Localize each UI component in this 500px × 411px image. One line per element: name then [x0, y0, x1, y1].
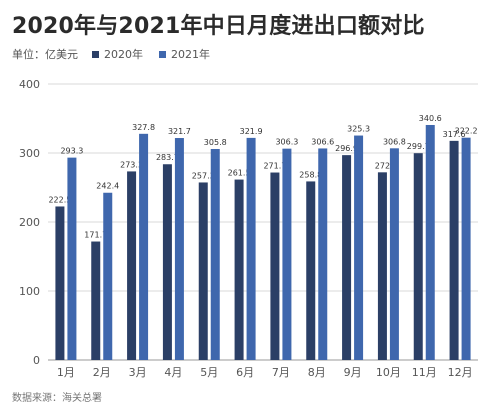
x-tick-label: 11月 [412, 366, 437, 379]
legend-swatch-2021 [159, 50, 166, 58]
bar-2020 [377, 172, 387, 360]
data-label: 171.7 [84, 231, 107, 240]
data-label: 306.6 [311, 137, 334, 146]
data-label: 306.8 [383, 137, 406, 146]
y-tick-label: 200 [19, 216, 40, 229]
bar-2020 [449, 140, 459, 360]
data-label: 272 [375, 161, 390, 170]
bar-2021 [282, 148, 292, 360]
bar-2020 [234, 179, 244, 360]
data-label: 321.7 [168, 127, 191, 136]
data-label: 306.3 [275, 138, 298, 147]
x-tick-label: 4月 [164, 366, 182, 379]
bar-2020 [306, 181, 316, 360]
bar-2021 [389, 148, 399, 360]
data-label: 296.9 [335, 144, 358, 153]
source-label: 数据来源：海关总署 [12, 393, 102, 404]
bar-2021 [425, 124, 435, 361]
bar-2020 [162, 164, 172, 360]
data-label: 271.7 [263, 162, 286, 171]
bar-2020 [55, 206, 65, 360]
legend-item-2021: 2021年 [159, 46, 210, 62]
data-label: 317.6 [443, 130, 466, 139]
bar-2020 [91, 241, 101, 360]
bar-2020 [270, 172, 280, 360]
data-label: 322.2 [455, 127, 478, 136]
x-tick-label: 10月 [376, 366, 401, 379]
x-tick-label: 2月 [93, 366, 111, 379]
x-tick-label: 7月 [272, 366, 290, 379]
x-tick-label: 12月 [448, 366, 473, 379]
bar-2020 [342, 155, 352, 360]
chart-title: 2020年与2021年中日月度进出口额对比 [12, 14, 425, 39]
data-label: 321.9 [240, 127, 263, 136]
unit-label: 单位：亿美元 [12, 48, 78, 61]
bar-2021 [67, 157, 77, 360]
data-label: 222.5 [48, 195, 71, 204]
data-label: 273.3 [120, 160, 143, 169]
x-tick-label: 1月 [57, 366, 75, 379]
bar-2020 [127, 171, 137, 360]
data-label: 293.3 [60, 147, 83, 156]
data-label: 340.6 [419, 114, 442, 123]
legend-label-2020: 2020年 [104, 48, 143, 61]
bar-2020 [413, 153, 423, 360]
data-label: 305.8 [204, 138, 227, 147]
x-tick-label: 9月 [344, 366, 362, 379]
y-tick-label: 0 [33, 354, 40, 367]
y-tick-label: 400 [19, 78, 40, 91]
legend: 单位：亿美元 2020年 2021年 [12, 46, 226, 62]
legend-item-2020: 2020年 [92, 46, 143, 62]
bar-2020 [198, 182, 208, 360]
bar-2021 [246, 137, 256, 360]
data-label: 258.8 [299, 170, 322, 179]
x-tick-label: 8月 [308, 366, 326, 379]
bar-2021 [174, 138, 184, 360]
bar-2021 [139, 133, 149, 360]
legend-label-2021: 2021年 [171, 48, 210, 61]
data-label: 327.8 [132, 123, 155, 132]
x-tick-label: 6月 [236, 366, 254, 379]
bar-2021 [354, 135, 364, 360]
x-tick-label: 5月 [200, 366, 218, 379]
legend-swatch-2020 [92, 50, 99, 58]
bar-2021 [210, 148, 220, 360]
data-label: 283.7 [156, 153, 179, 162]
bar-2021 [103, 192, 113, 360]
bar-2021 [318, 148, 328, 360]
y-tick-label: 300 [19, 147, 40, 160]
y-tick-label: 100 [19, 285, 40, 298]
bar-2021 [461, 137, 471, 360]
x-tick-label: 3月 [129, 366, 147, 379]
data-label: 299.7 [407, 142, 430, 151]
data-label: 242.4 [96, 182, 119, 191]
data-label: 257.3 [192, 171, 215, 180]
data-label: 261.5 [228, 169, 251, 178]
data-label: 325.3 [347, 125, 370, 134]
